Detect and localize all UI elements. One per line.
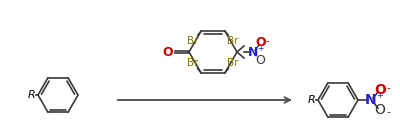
Text: R: R <box>27 90 35 100</box>
Text: Br: Br <box>227 36 239 46</box>
Text: +: + <box>258 44 264 53</box>
Text: -: - <box>266 36 270 46</box>
Text: Br: Br <box>187 58 199 68</box>
Text: O: O <box>374 103 386 117</box>
Text: O: O <box>256 37 266 50</box>
Text: -: - <box>386 83 390 93</box>
Text: +: + <box>376 92 383 101</box>
Text: -: - <box>386 107 390 117</box>
Text: O: O <box>255 54 265 67</box>
Text: O: O <box>374 83 386 97</box>
Text: Br: Br <box>227 58 239 68</box>
Text: O: O <box>162 46 173 59</box>
Text: N: N <box>248 46 258 59</box>
Text: Br: Br <box>187 36 199 46</box>
Text: R: R <box>307 95 315 105</box>
Text: N: N <box>365 93 377 107</box>
